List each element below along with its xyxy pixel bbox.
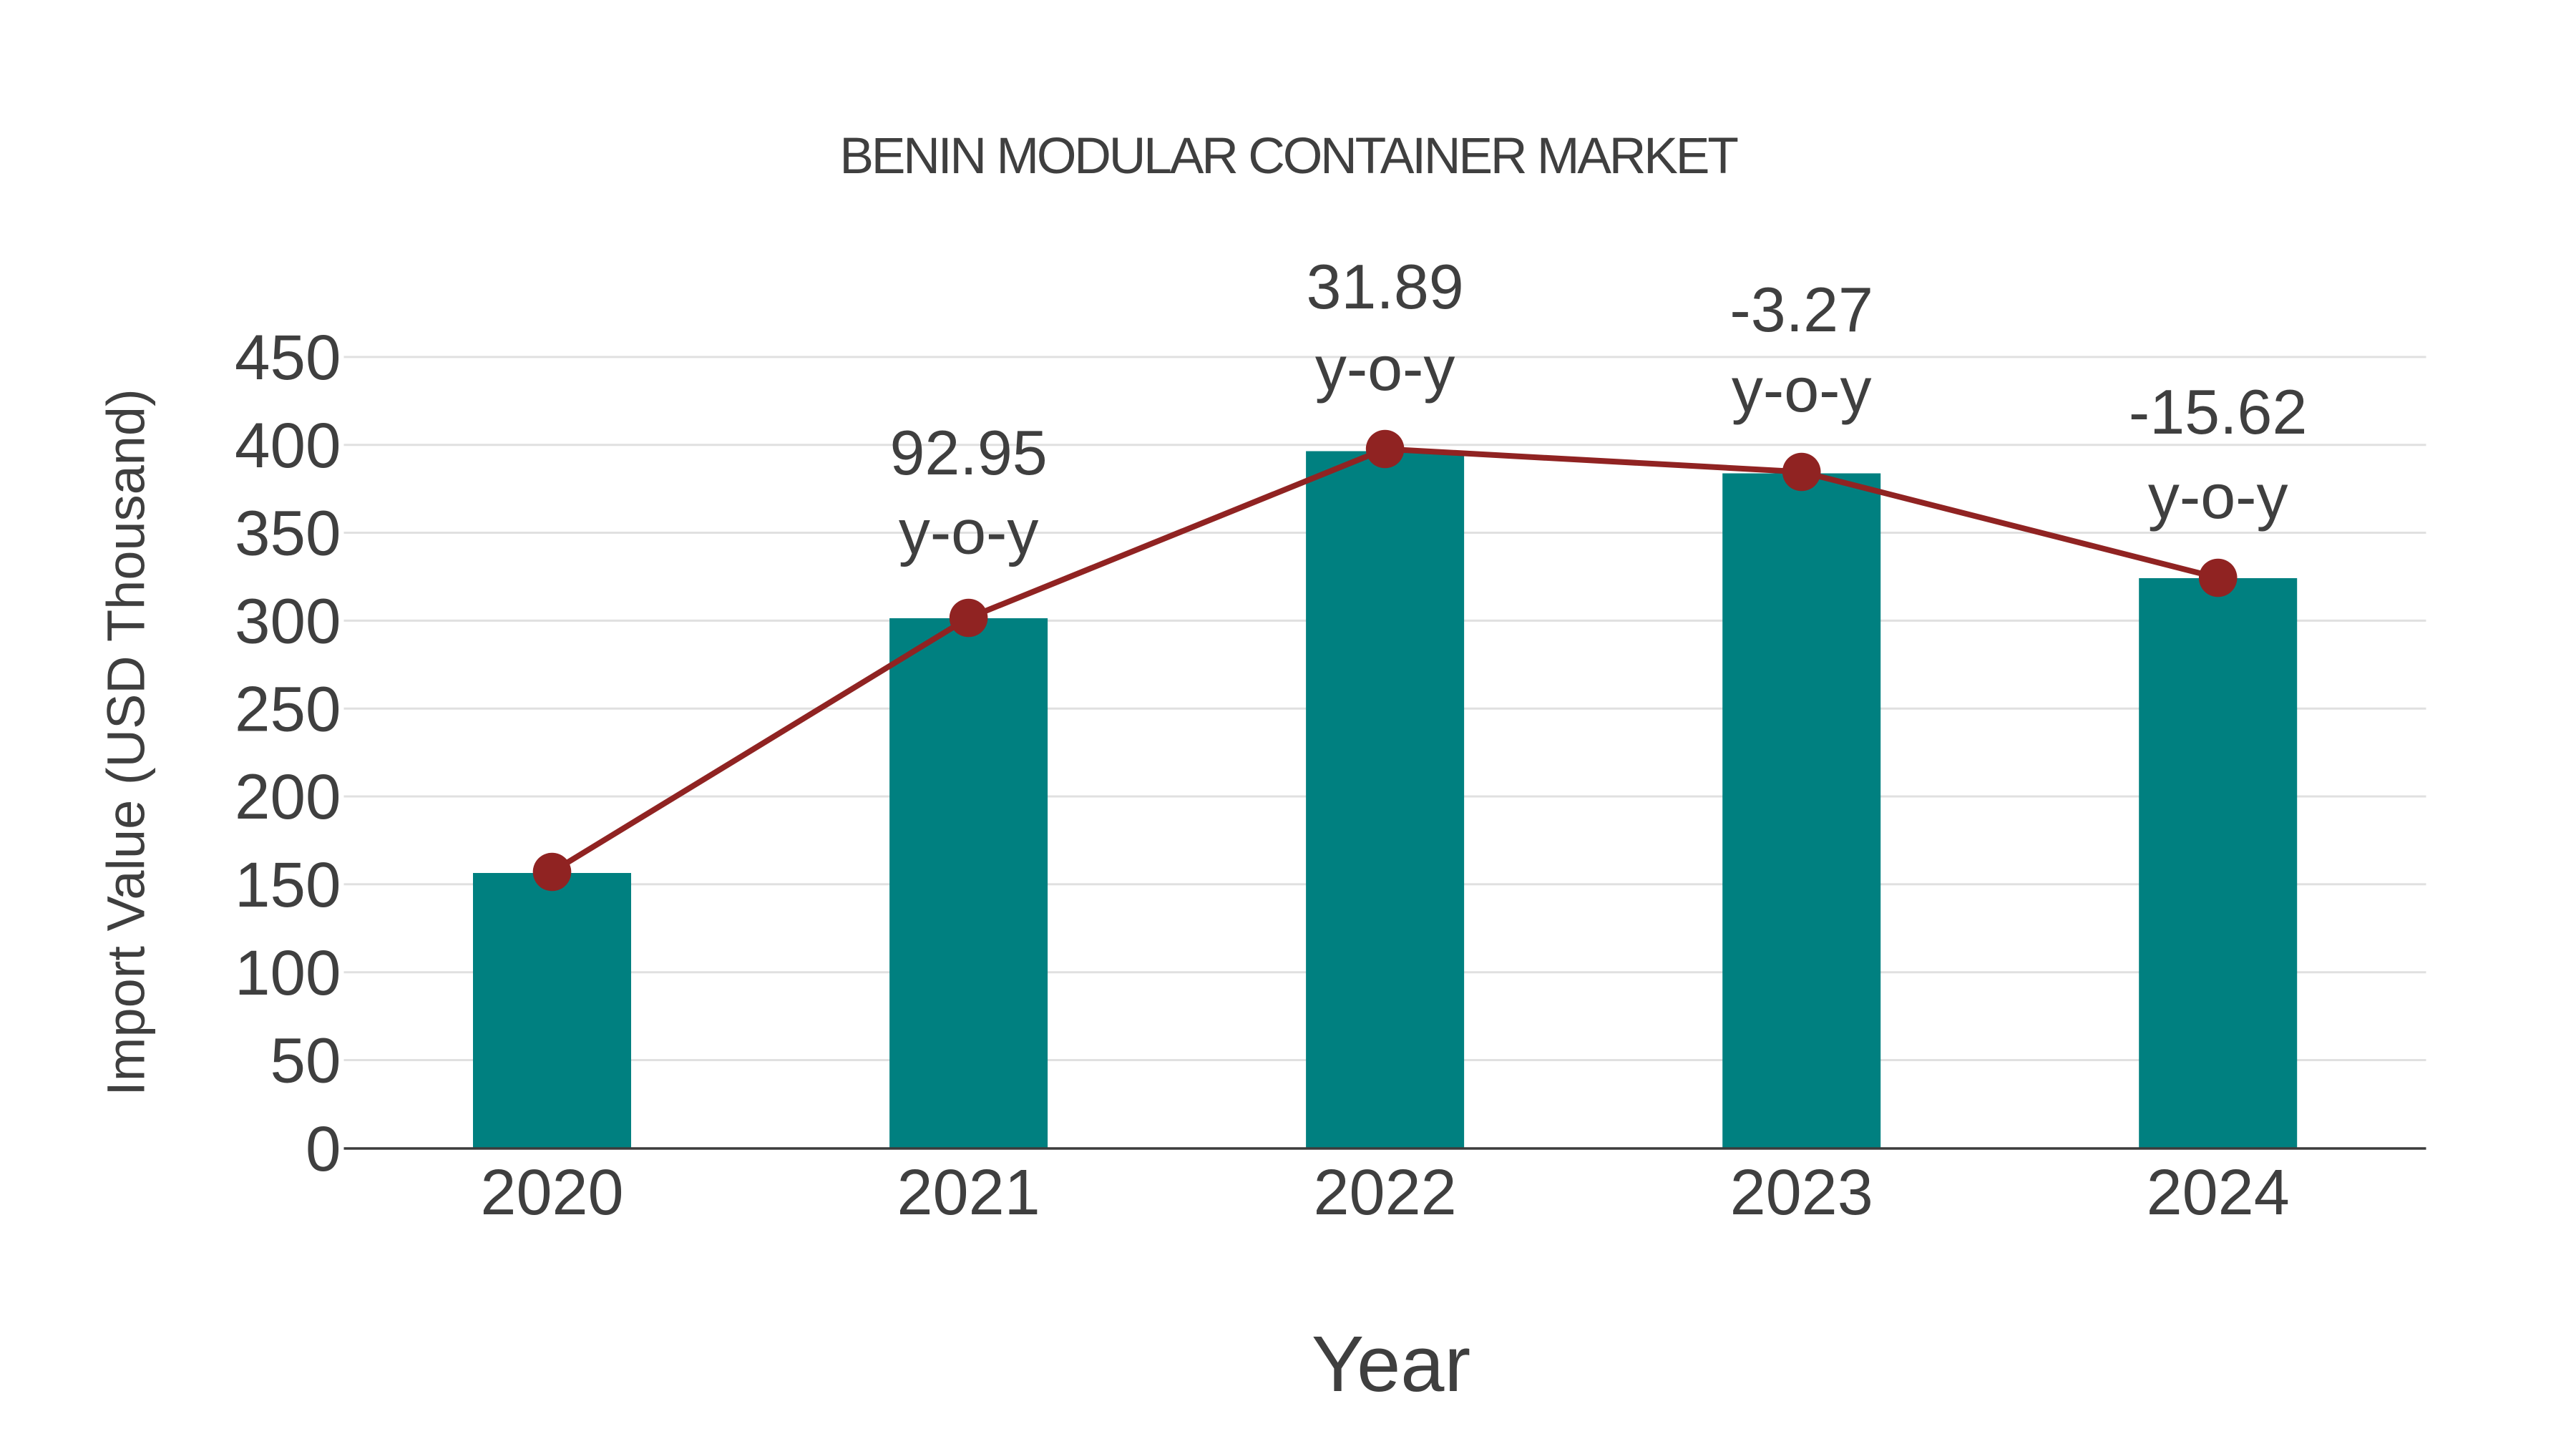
svg-text:2021: 2021 — [897, 1157, 1040, 1229]
svg-text:150: 150 — [235, 849, 341, 920]
svg-text:y-o-y: y-o-y — [2148, 461, 2288, 532]
svg-text:450: 450 — [235, 321, 341, 393]
svg-text:BENIN MODULAR CONTAINER MARKET: BENIN MODULAR CONTAINER MARKET — [839, 127, 1738, 185]
svg-text:400: 400 — [235, 409, 341, 481]
svg-text:350: 350 — [235, 497, 341, 569]
svg-text:-15.62: -15.62 — [2129, 376, 2308, 447]
svg-text:300: 300 — [235, 585, 341, 657]
svg-text:Year: Year — [1312, 1320, 1470, 1408]
svg-text:y-o-y: y-o-y — [899, 497, 1039, 567]
svg-text:250: 250 — [235, 673, 341, 744]
svg-text:-3.27: -3.27 — [1729, 274, 1873, 345]
svg-text:2022: 2022 — [1313, 1157, 1456, 1229]
svg-text:2024: 2024 — [2147, 1157, 2290, 1229]
svg-text:Import Value (USD Thousand): Import Value (USD Thousand) — [97, 389, 156, 1096]
svg-text:y-o-y: y-o-y — [1732, 354, 1872, 425]
svg-text:200: 200 — [235, 761, 341, 832]
svg-text:31.89: 31.89 — [1306, 251, 1463, 322]
svg-text:0: 0 — [306, 1113, 341, 1184]
svg-text:50: 50 — [270, 1025, 341, 1096]
svg-text:100: 100 — [235, 937, 341, 1008]
svg-text:2020: 2020 — [480, 1157, 623, 1229]
svg-text:92.95: 92.95 — [889, 417, 1047, 488]
svg-text:2023: 2023 — [1730, 1157, 1873, 1229]
svg-text:y-o-y: y-o-y — [1315, 333, 1455, 404]
